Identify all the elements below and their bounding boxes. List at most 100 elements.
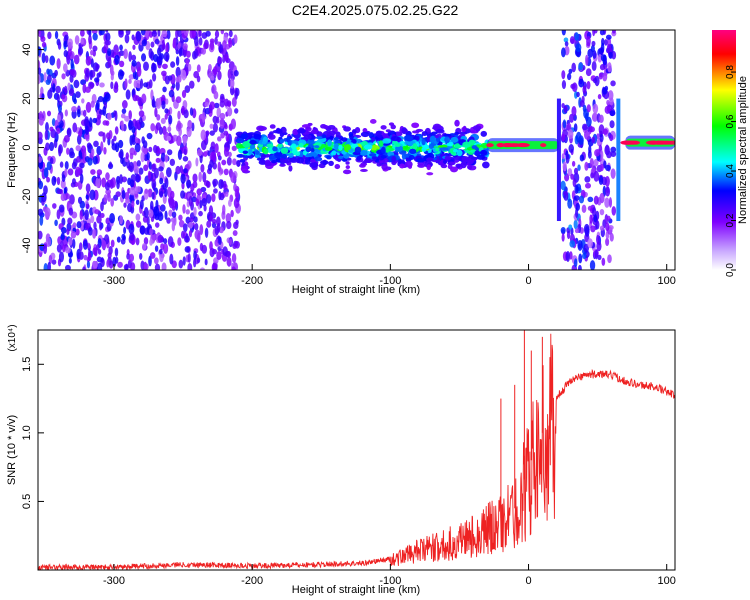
spectrogram-cell: [594, 75, 600, 87]
spectrogram-cell: [220, 30, 225, 35]
spectrogram-cell: [141, 93, 147, 104]
spectrogram-cell: [69, 147, 74, 157]
spectrogram-cell: [229, 86, 235, 96]
spectrogram-cell: [266, 143, 274, 148]
spectrogram-cell: [64, 109, 68, 117]
spectrogram-cell: [135, 237, 140, 246]
spectrogram-cell: [38, 156, 42, 163]
spectrogram-cell: [94, 77, 100, 83]
spectrogram-cell: [62, 244, 66, 253]
spectrogram-cell: [154, 263, 161, 270]
x-tick-label: -100: [379, 275, 401, 287]
spectrogram-cell: [182, 204, 186, 214]
spectrogram-cell: [177, 237, 182, 246]
spectrogram-cell: [198, 210, 203, 217]
spectrogram-cell: [260, 153, 266, 160]
spectrogram-cell: [399, 163, 405, 169]
spectrogram-cell: [117, 261, 123, 268]
spectrogram-cell: [192, 173, 198, 183]
spectrogram-cell: [168, 197, 175, 209]
spectrogram-cell: [160, 243, 165, 250]
spectrogram-cell: [193, 206, 197, 217]
spectrogram-cell: [428, 143, 435, 149]
spectrogram-cell: [127, 202, 133, 213]
spectrogram-cell: [609, 134, 614, 142]
spectrogram-cell: [220, 169, 224, 175]
spectrogram-cell: [177, 110, 181, 120]
spectrogram-cell: [297, 156, 305, 164]
spectrogram-cell: [164, 187, 168, 198]
spectrogram-cell: [159, 177, 164, 185]
spectrogram-cell: [114, 247, 119, 257]
spectrogram-cell: [123, 202, 127, 208]
spectrogram-cell: [75, 91, 81, 98]
spectrogram-cell: [110, 49, 115, 58]
spectrogram-cell: [135, 199, 140, 205]
spectrogram-cell: [609, 120, 615, 129]
spectrogram-cell: [54, 219, 58, 227]
spectrogram-cell: [219, 100, 225, 108]
spectrogram-cell: [141, 39, 147, 47]
spectrogram-cell: [139, 116, 143, 126]
spectrogram-cell: [211, 248, 218, 255]
spectrogram-cell: [196, 188, 202, 196]
spectrogram-cell: [92, 32, 98, 41]
spectrogram-cell: [327, 139, 332, 147]
spectrogram-cell: [38, 117, 44, 126]
spectrogram-cell: [570, 173, 575, 180]
spectrogram-cell: [460, 161, 467, 169]
spectrogram-cell: [162, 63, 168, 70]
spectrogram-cell: [49, 141, 55, 152]
spectrogram-cell: [408, 155, 415, 160]
spectrogram-cell: [561, 30, 566, 36]
spectrogram-cell: [610, 146, 617, 153]
spectrogram-cell: [44, 129, 48, 141]
spectrogram-cell: [113, 110, 117, 117]
spectrogram-cell: [577, 264, 582, 270]
spectrogram-cell: [610, 168, 616, 179]
spectrogram-cell: [421, 131, 428, 137]
spectrogram-cell: [144, 188, 149, 194]
spectrogram-cell: [480, 130, 488, 137]
spectrogram-cell: [214, 36, 218, 45]
spectrogram-cell: [213, 188, 218, 194]
x-tick-label: -100: [379, 575, 401, 587]
spectrogram-cell: [175, 96, 182, 104]
spectrogram-cell: [48, 254, 53, 265]
spectrogram-cell: [233, 70, 239, 77]
spectrogram-cell: [76, 221, 82, 229]
spectrogram-cell: [125, 89, 131, 100]
spectrogram-cell: [133, 80, 138, 89]
spectrogram-cell: [611, 30, 617, 34]
spectrogram-cell: [138, 167, 144, 175]
spectrogram-cell: [395, 145, 404, 152]
spectrogram-cell: [199, 200, 203, 209]
spectrogram-cell: [594, 249, 599, 260]
spectrogram-cell: [100, 212, 105, 218]
spectrogram-cell: [90, 169, 96, 175]
spectrogram-cell: [51, 175, 57, 186]
spectrogram-cell: [275, 128, 283, 134]
spectrogram-cell: [146, 152, 150, 161]
spectrogram-cell: [96, 262, 103, 270]
colorbar-ticks: 0.0 0.2 0.4 0.6 0.8: [725, 65, 736, 277]
spectrogram-cell: [57, 41, 62, 50]
spectrogram-cell: [146, 132, 153, 140]
spectrogram-cell: [209, 215, 214, 222]
spectrogram-cell: [185, 50, 191, 58]
spectrogram-cell: [112, 256, 117, 268]
spectrogram-cell: [571, 82, 578, 93]
spectrogram-cell: [224, 98, 229, 107]
spectrogram-cell: [426, 164, 431, 171]
spectrogram-cell: [63, 49, 68, 58]
spectrogram-cell: [439, 147, 449, 151]
spectrogram-cell: [129, 232, 135, 241]
spectrogram-cell: [380, 155, 387, 159]
spectrogram-cell: [417, 163, 426, 168]
spectrogram-cell: [273, 152, 282, 159]
spectrogram-cell: [160, 204, 166, 212]
spectrogram-cell: [64, 247, 71, 254]
spectrogram-cell: [217, 161, 221, 173]
spectrogram-cell: [40, 36, 46, 43]
spectrogram-cell: [222, 180, 227, 188]
